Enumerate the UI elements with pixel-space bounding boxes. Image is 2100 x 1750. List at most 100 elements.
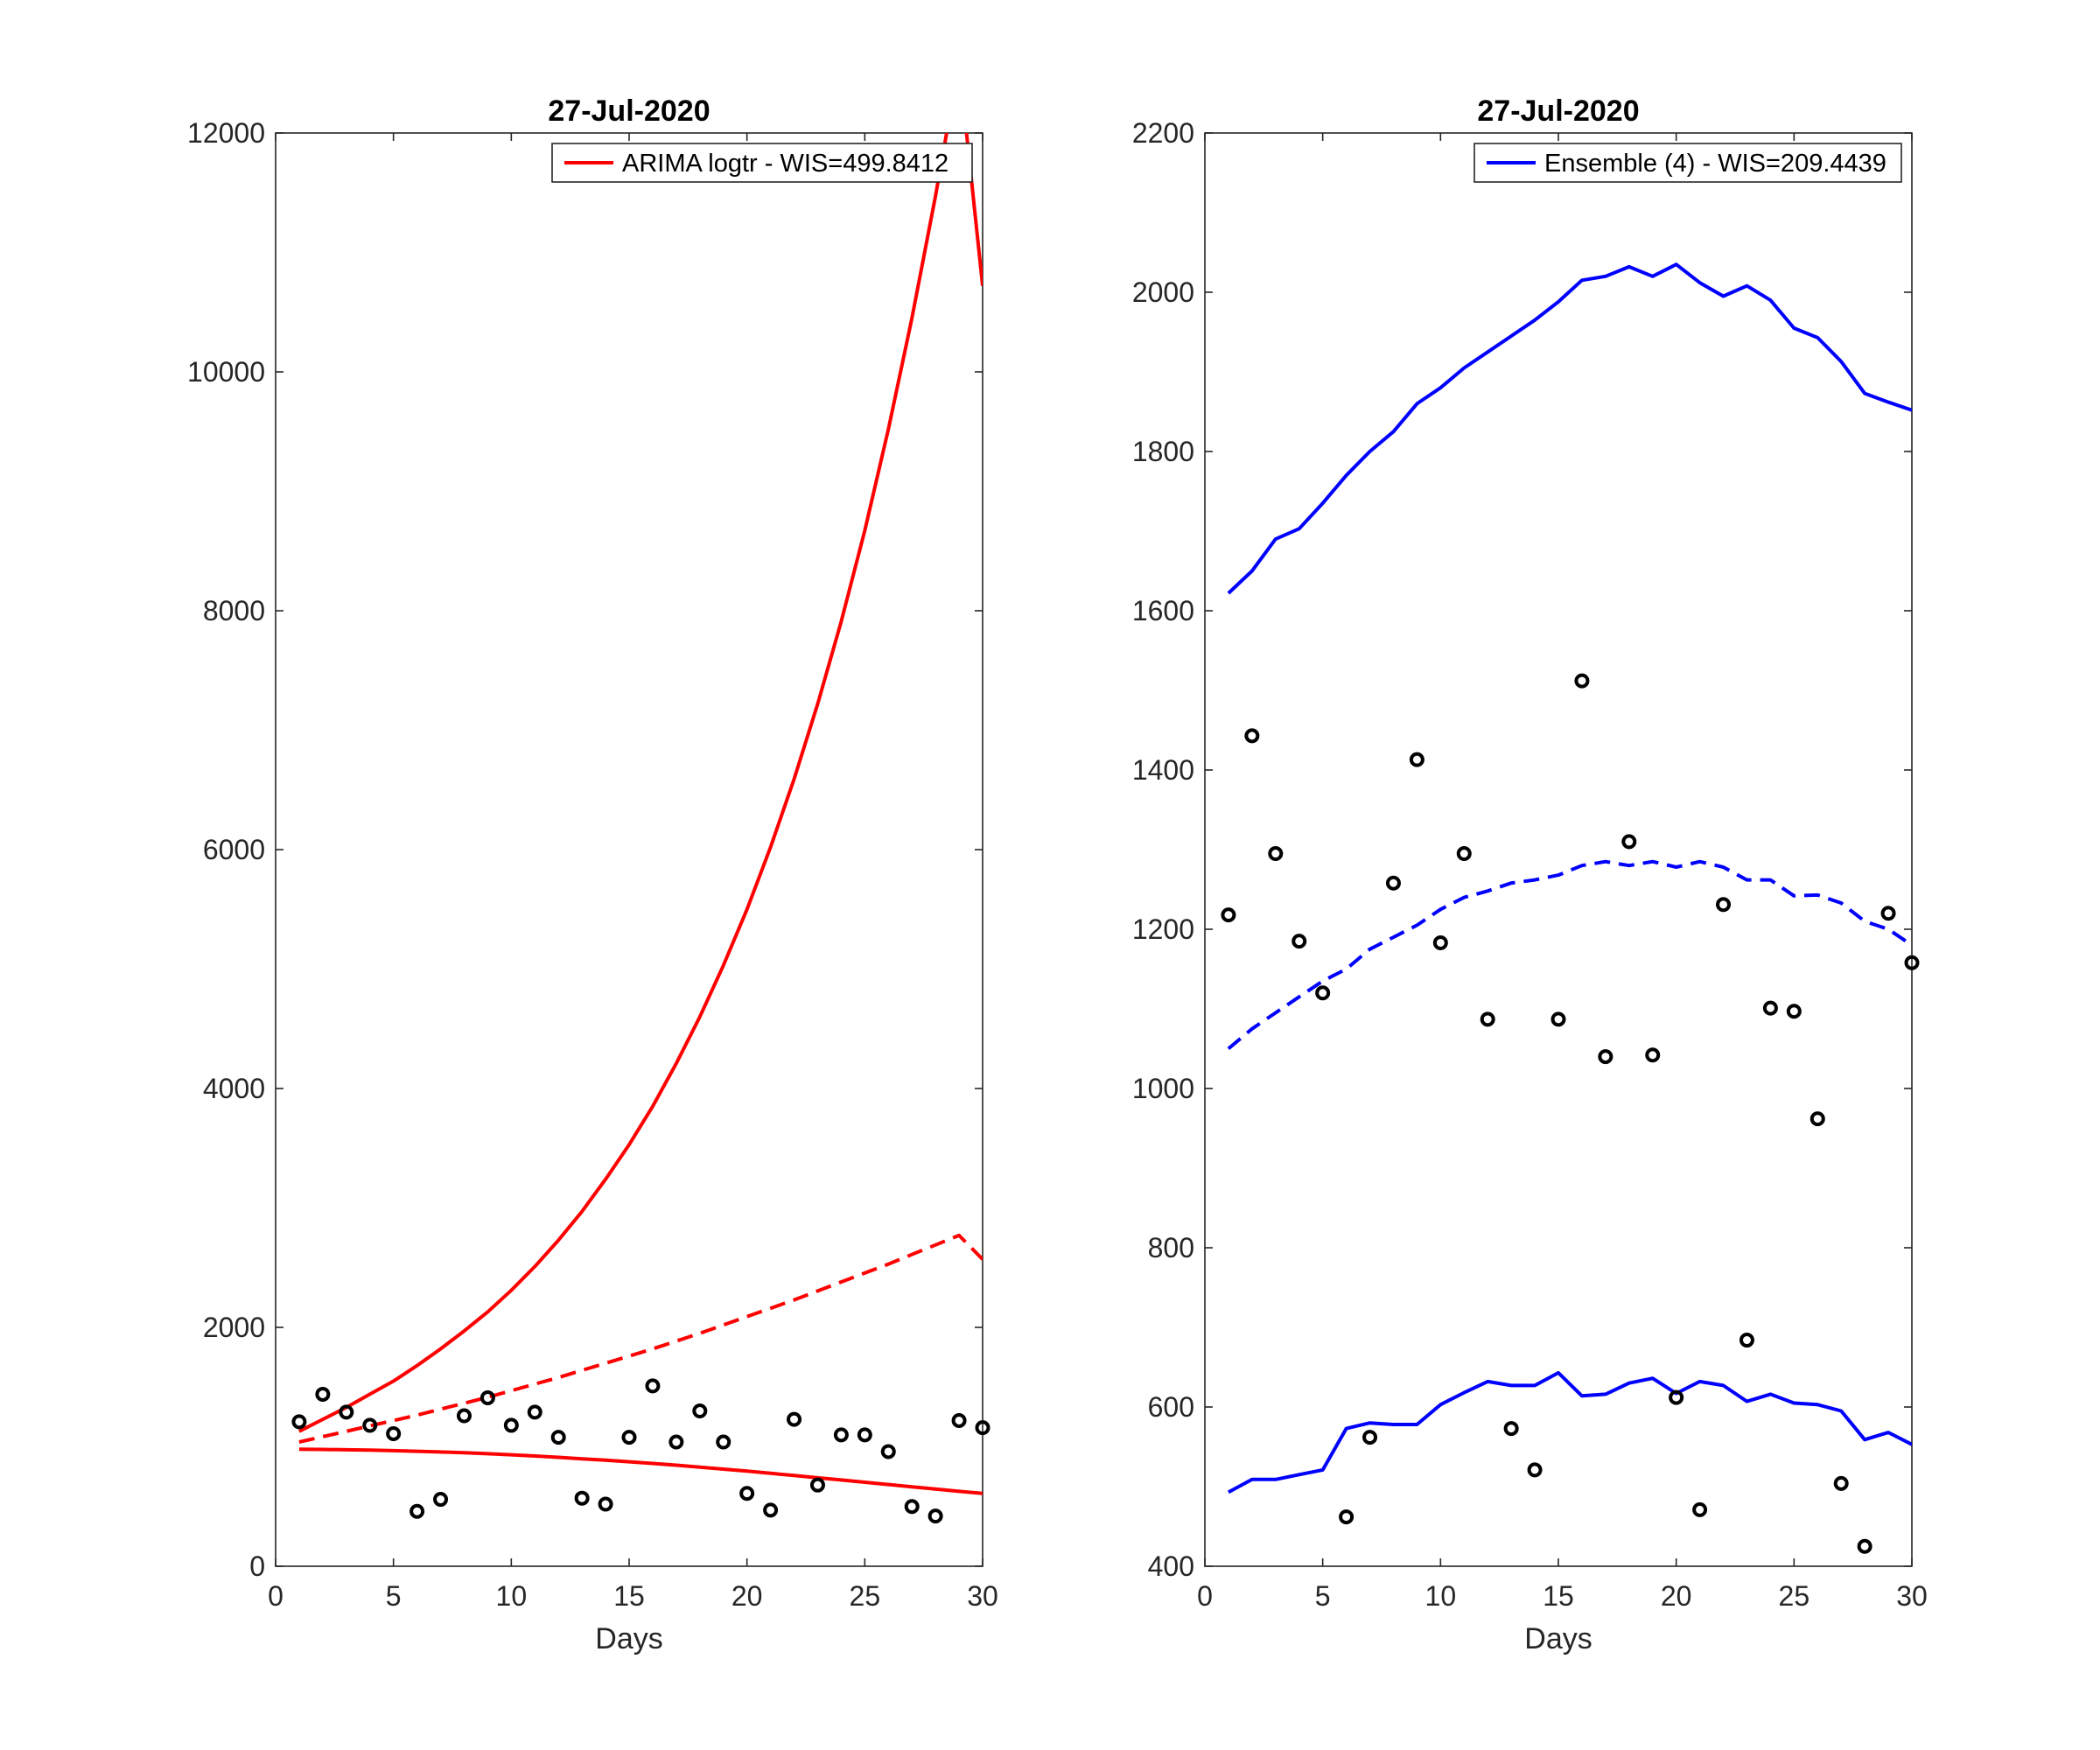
observed-point xyxy=(480,1390,495,1406)
observed-point xyxy=(880,1444,896,1460)
observed-point xyxy=(1669,1390,1684,1405)
x-tick-label: 25 xyxy=(850,1580,881,1612)
observed-point xyxy=(527,1404,542,1420)
series-line-lower xyxy=(298,1447,983,1495)
y-tick-label: 1600 xyxy=(1132,595,1194,626)
observed-point xyxy=(598,1496,613,1512)
x-tick-label: 30 xyxy=(967,1580,998,1612)
observed-point xyxy=(550,1430,566,1446)
observed-point xyxy=(1786,1004,1802,1019)
x-tick-label: 5 xyxy=(1315,1580,1331,1612)
observed-point xyxy=(787,1411,802,1427)
x-tick-label: 10 xyxy=(496,1580,528,1612)
observed-point xyxy=(1833,1475,1849,1491)
observed-point xyxy=(503,1418,519,1433)
y-tick-label: 1200 xyxy=(1132,914,1194,945)
x-tick-label: 0 xyxy=(268,1580,284,1612)
observed-point xyxy=(1550,1012,1566,1027)
legend-label: Ensemble (4) - WIS=209.4439 xyxy=(1544,150,1886,178)
right-panel-ensemble: 0 5 10 15 20 25 30 400 600 800 1000 1200 1400 1600 180… xyxy=(1132,94,1928,1656)
observed-point xyxy=(1880,906,1896,921)
observed-point xyxy=(410,1503,425,1519)
x-tick-label: 20 xyxy=(1661,1580,1692,1612)
observed-point xyxy=(1244,728,1260,744)
observed-point xyxy=(315,1386,331,1402)
observed-point xyxy=(339,1404,354,1420)
panel-title: 27-Jul-2020 xyxy=(548,94,710,128)
y-tick-label: 0 xyxy=(249,1550,265,1582)
observed-point xyxy=(928,1508,943,1524)
observed-point xyxy=(1762,1000,1778,1016)
panel-title: 27-Jul-2020 xyxy=(1477,94,1639,128)
observed-point xyxy=(1716,897,1732,913)
series-line-median xyxy=(298,1233,983,1444)
y-tick-label: 6000 xyxy=(203,834,265,865)
y-tick-label: 4000 xyxy=(203,1073,265,1104)
observed-point xyxy=(1739,1333,1754,1348)
observed-point xyxy=(1645,1047,1661,1063)
observed-point xyxy=(809,1477,825,1493)
series-lines xyxy=(1227,262,1912,1494)
observed-point xyxy=(1503,1421,1519,1437)
series-line-upper xyxy=(1227,262,1912,595)
y-tick-label: 800 xyxy=(1148,1232,1194,1264)
legend: ARIMA logtr - WIS=499.8412 xyxy=(551,143,973,183)
series-line-upper xyxy=(298,133,983,1433)
observed-point xyxy=(951,1412,967,1428)
x-axis-label: Days xyxy=(595,1622,662,1656)
observed-point xyxy=(1432,934,1448,950)
observed-point xyxy=(692,1404,708,1419)
left-panel-arima: 0 5 10 15 20 25 30 0 2000 4000 6000 8000 10000 12000 2… xyxy=(187,94,998,1656)
observed-point xyxy=(1621,834,1637,850)
x-tick-label: 30 xyxy=(1896,1580,1928,1612)
observed-point xyxy=(1385,875,1401,891)
observed-point xyxy=(716,1434,732,1450)
observed-point xyxy=(433,1492,449,1508)
observed-point xyxy=(621,1430,637,1446)
observed-point xyxy=(1904,955,1920,970)
y-tick-label: 1800 xyxy=(1132,436,1194,467)
y-tick-label: 12000 xyxy=(187,117,265,149)
series-line-median xyxy=(1227,859,1912,1051)
observed-point xyxy=(1221,907,1236,923)
series-lines xyxy=(298,133,983,1495)
observed-point xyxy=(1598,1049,1614,1065)
observed-point xyxy=(904,1499,920,1515)
observed-point xyxy=(1409,752,1424,767)
legend-box xyxy=(1474,143,1902,183)
observed-point xyxy=(1292,934,1307,949)
x-tick-label: 5 xyxy=(386,1580,402,1612)
observed-point xyxy=(833,1427,849,1443)
observed-point xyxy=(1810,1111,1825,1127)
series-line-lower xyxy=(1227,1370,1912,1494)
x-axis-label: Days xyxy=(1524,1622,1592,1656)
y-tick-label: 2000 xyxy=(203,1312,265,1343)
observed-point xyxy=(1315,985,1331,1001)
y-tick-label: 8000 xyxy=(203,595,265,626)
observed-point xyxy=(362,1418,378,1433)
observed-point xyxy=(1456,846,1472,862)
observed-point xyxy=(1574,673,1590,689)
legend-label: ARIMA logtr - WIS=499.8412 xyxy=(622,150,948,178)
observed-point xyxy=(668,1434,684,1450)
y-tick-label: 1400 xyxy=(1132,754,1194,786)
x-tick-label: 15 xyxy=(613,1580,645,1612)
x-tick-label: 25 xyxy=(1779,1580,1810,1612)
plot-area xyxy=(1204,132,1913,1567)
observed-point xyxy=(1527,1462,1543,1478)
observed-point xyxy=(1339,1509,1354,1525)
observed-point xyxy=(1268,846,1284,862)
observed-point xyxy=(456,1408,472,1424)
observed-point xyxy=(1857,1538,1872,1554)
observed-point xyxy=(1362,1430,1378,1446)
y-tick-label: 2000 xyxy=(1132,276,1194,308)
y-tick-label: 600 xyxy=(1148,1391,1194,1423)
plot-area xyxy=(275,132,984,1567)
observed-point xyxy=(1692,1502,1708,1517)
x-tick-label: 0 xyxy=(1197,1580,1213,1612)
y-tick-label: 400 xyxy=(1148,1550,1194,1582)
observed-point xyxy=(291,1414,307,1430)
observed-point xyxy=(574,1490,590,1506)
observed-point xyxy=(386,1425,402,1441)
x-tick-label: 15 xyxy=(1543,1580,1574,1612)
